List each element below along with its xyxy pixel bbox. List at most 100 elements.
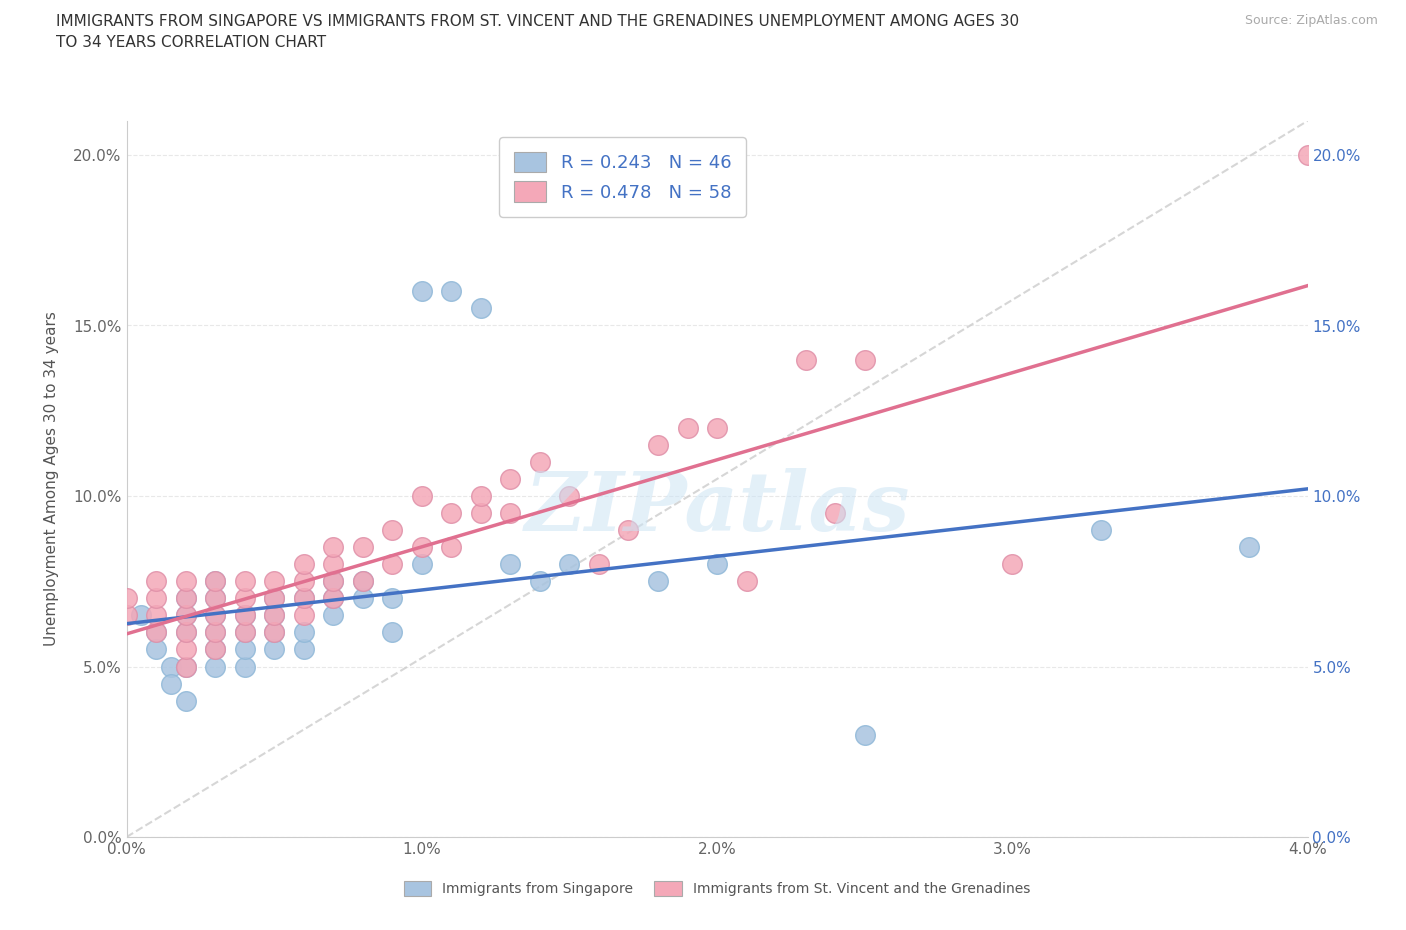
Point xyxy=(292,557,315,572)
Point xyxy=(174,591,197,605)
Point xyxy=(174,591,197,605)
Point xyxy=(263,574,285,589)
Point xyxy=(129,608,153,623)
Point xyxy=(824,506,846,521)
Point xyxy=(233,642,256,657)
Point xyxy=(145,608,167,623)
Point xyxy=(411,539,433,554)
Point xyxy=(440,539,463,554)
Point xyxy=(204,642,226,657)
Point xyxy=(470,301,492,316)
Point xyxy=(263,642,285,657)
Point xyxy=(115,591,138,605)
Point xyxy=(233,625,256,640)
Point xyxy=(352,539,374,554)
Point xyxy=(263,625,285,640)
Point xyxy=(145,642,167,657)
Point xyxy=(204,659,226,674)
Point xyxy=(263,608,285,623)
Point xyxy=(470,488,492,503)
Point xyxy=(204,625,226,640)
Point xyxy=(647,437,669,452)
Point xyxy=(263,591,285,605)
Point xyxy=(174,693,197,708)
Point xyxy=(174,625,197,640)
Point xyxy=(292,591,315,605)
Point xyxy=(292,608,315,623)
Point xyxy=(233,625,256,640)
Point xyxy=(322,591,344,605)
Point xyxy=(706,557,728,572)
Point xyxy=(233,574,256,589)
Point xyxy=(499,557,522,572)
Point xyxy=(499,472,522,486)
Point xyxy=(411,488,433,503)
Point xyxy=(174,642,197,657)
Point xyxy=(204,574,226,589)
Point xyxy=(204,608,226,623)
Point xyxy=(735,574,758,589)
Point xyxy=(352,574,374,589)
Point xyxy=(853,352,876,367)
Point xyxy=(322,574,344,589)
Point xyxy=(676,420,699,435)
Point xyxy=(174,574,197,589)
Point xyxy=(440,284,463,299)
Point xyxy=(352,591,374,605)
Point xyxy=(411,284,433,299)
Point xyxy=(529,455,551,470)
Point xyxy=(1090,523,1112,538)
Point xyxy=(558,557,581,572)
Point xyxy=(1296,148,1319,163)
Point xyxy=(322,539,344,554)
Point xyxy=(204,608,226,623)
Point xyxy=(174,659,197,674)
Point xyxy=(322,557,344,572)
Point xyxy=(233,608,256,623)
Y-axis label: Unemployment Among Ages 30 to 34 years: Unemployment Among Ages 30 to 34 years xyxy=(45,312,59,646)
Legend: Immigrants from Singapore, Immigrants from St. Vincent and the Grenadines: Immigrants from Singapore, Immigrants fr… xyxy=(398,876,1036,902)
Point xyxy=(617,523,640,538)
Point xyxy=(292,625,315,640)
Point xyxy=(292,591,315,605)
Point xyxy=(145,625,167,640)
Point xyxy=(322,591,344,605)
Text: ZIPatlas: ZIPatlas xyxy=(524,468,910,548)
Point xyxy=(352,574,374,589)
Point xyxy=(558,488,581,503)
Point xyxy=(233,659,256,674)
Point xyxy=(588,557,610,572)
Point xyxy=(292,574,315,589)
Point xyxy=(706,420,728,435)
Point xyxy=(381,523,404,538)
Point xyxy=(853,727,876,742)
Point xyxy=(794,352,817,367)
Point xyxy=(411,557,433,572)
Point xyxy=(204,591,226,605)
Point xyxy=(440,506,463,521)
Point xyxy=(174,659,197,674)
Point xyxy=(381,557,404,572)
Point xyxy=(174,608,197,623)
Point xyxy=(160,676,183,691)
Point xyxy=(263,608,285,623)
Point xyxy=(647,574,669,589)
Point xyxy=(381,625,404,640)
Point xyxy=(381,591,404,605)
Text: Source: ZipAtlas.com: Source: ZipAtlas.com xyxy=(1244,14,1378,27)
Point xyxy=(499,506,522,521)
Point xyxy=(145,625,167,640)
Point xyxy=(322,574,344,589)
Point xyxy=(263,591,285,605)
Point xyxy=(529,574,551,589)
Point xyxy=(1237,539,1260,554)
Point xyxy=(174,625,197,640)
Point xyxy=(145,591,167,605)
Point xyxy=(174,608,197,623)
Point xyxy=(204,591,226,605)
Point xyxy=(233,591,256,605)
Point xyxy=(204,574,226,589)
Point xyxy=(115,608,138,623)
Point xyxy=(322,608,344,623)
Point xyxy=(233,608,256,623)
